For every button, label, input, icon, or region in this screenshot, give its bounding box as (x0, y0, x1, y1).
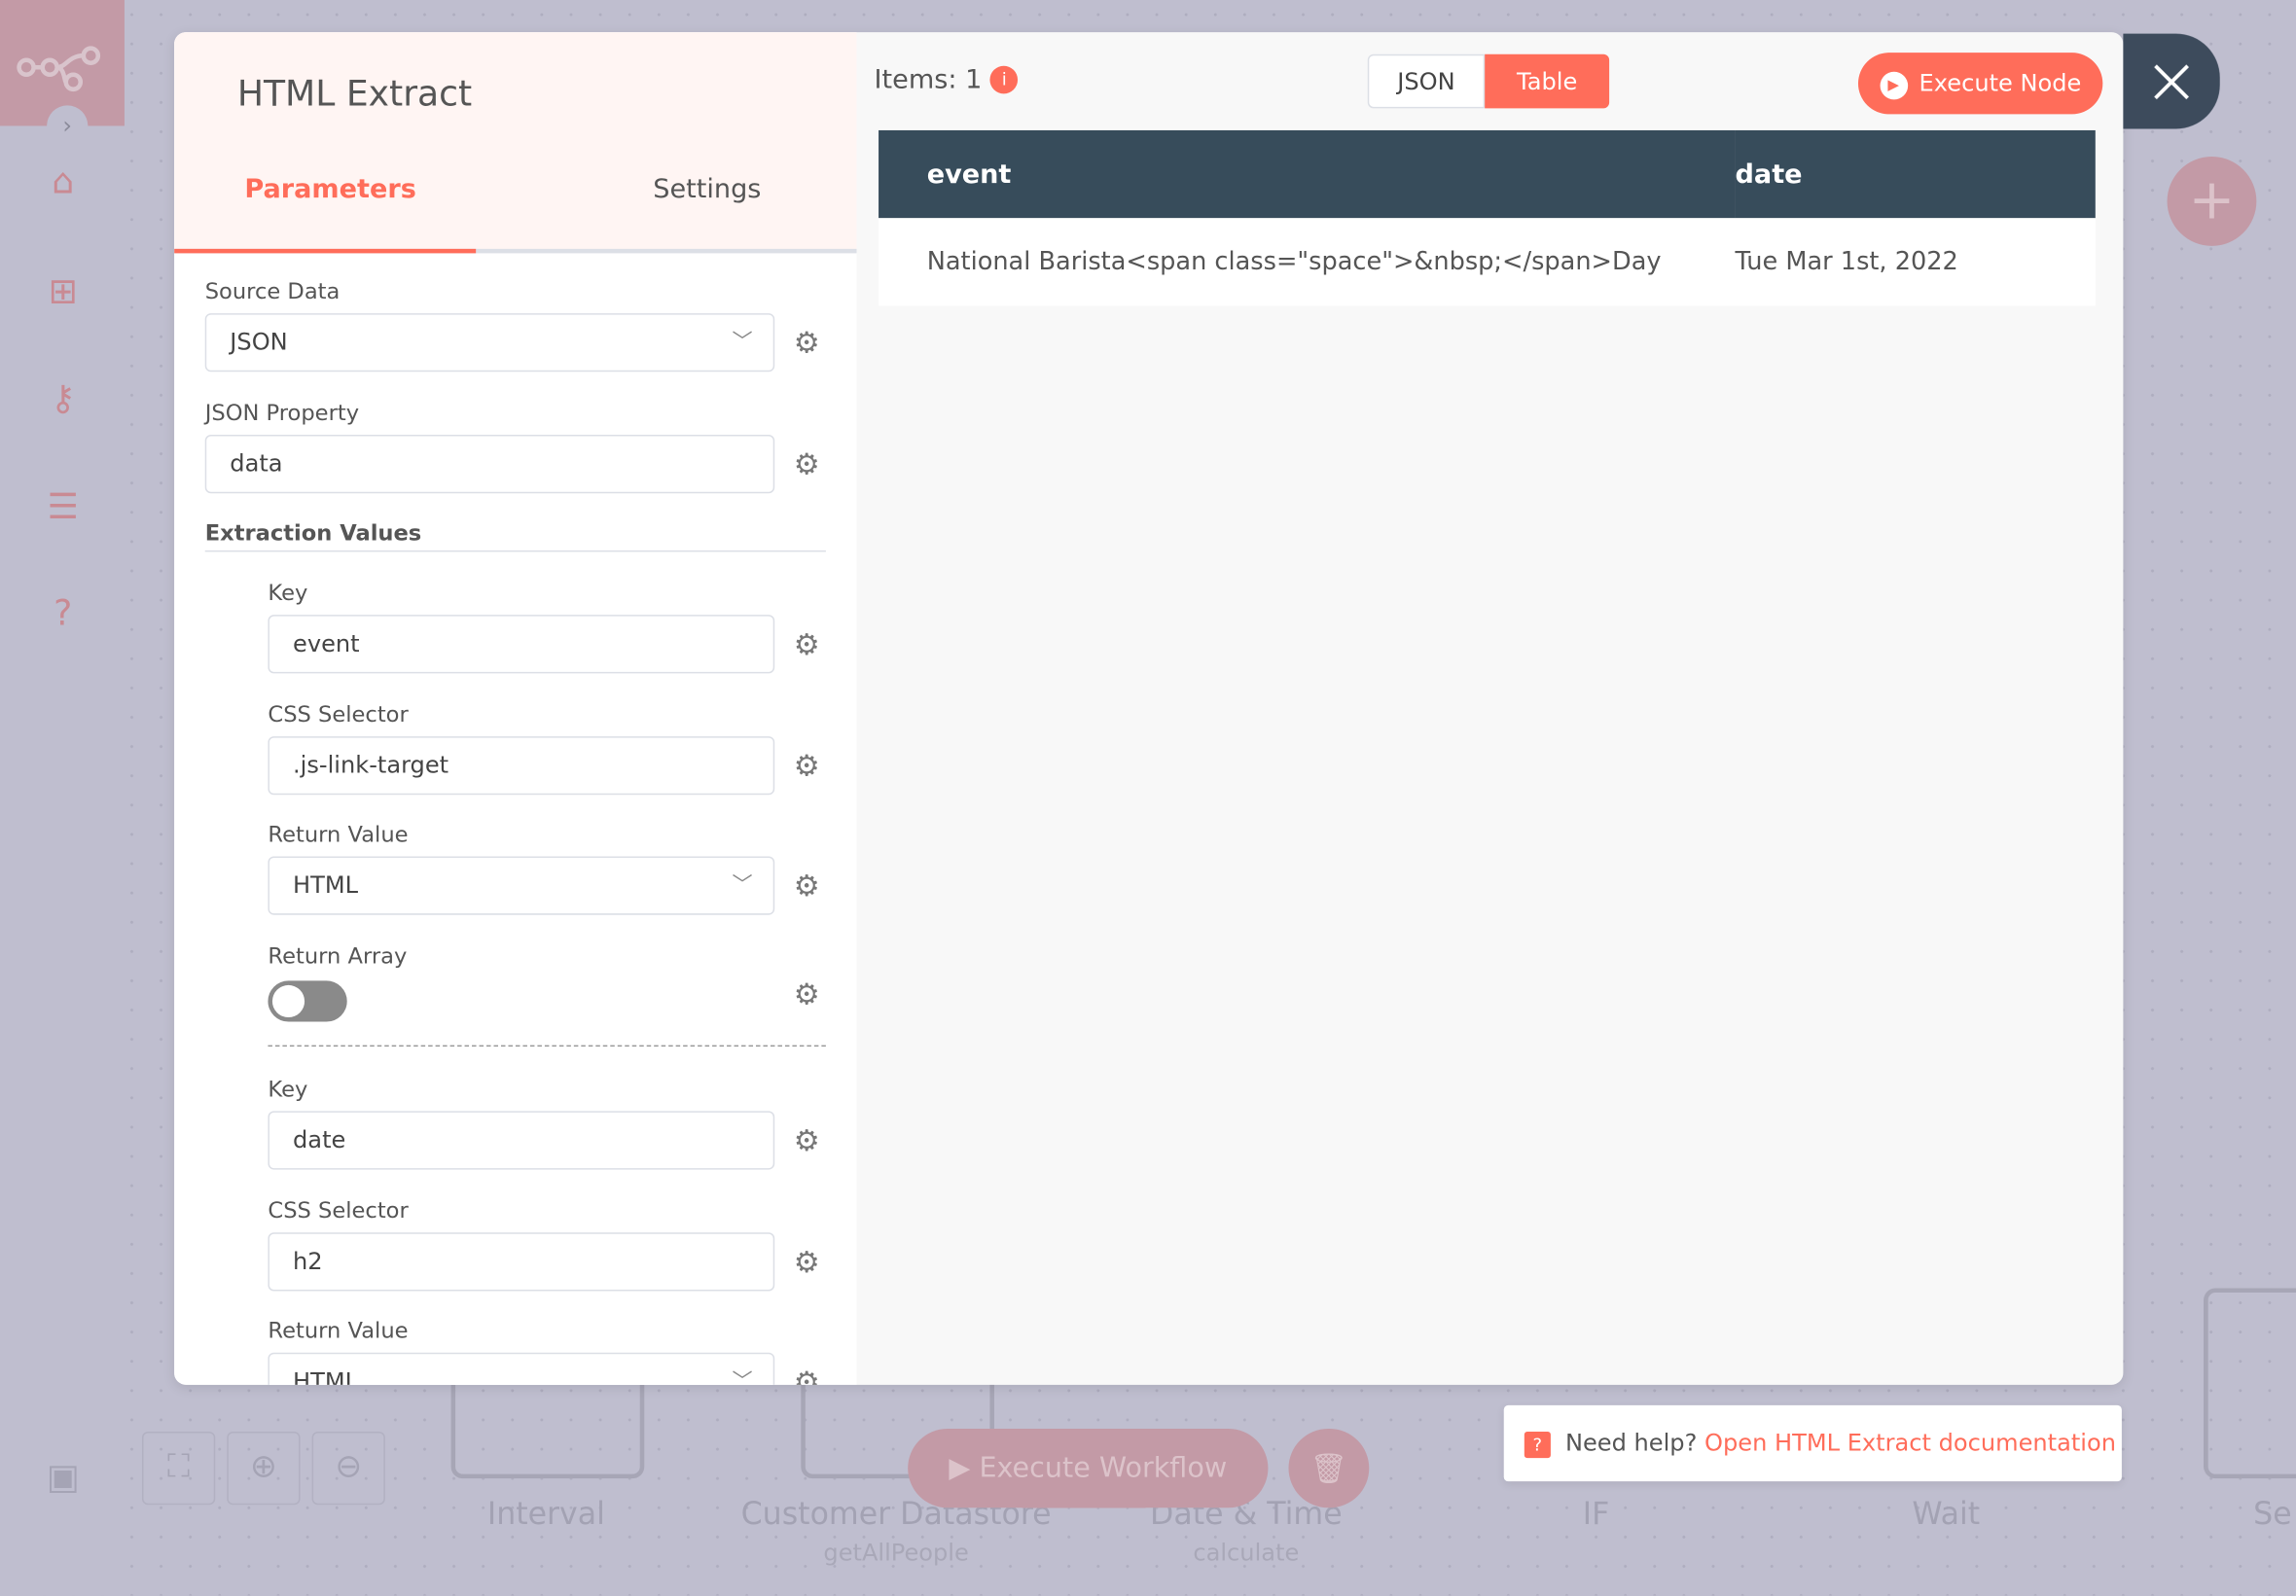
execute-workflow-label: Execute Workflow (979, 1452, 1228, 1485)
key-icon[interactable]: ⚷ (50, 377, 76, 419)
close-icon (2154, 64, 2189, 100)
key-input[interactable]: event (268, 615, 775, 674)
info-icon[interactable]: i (989, 65, 1019, 94)
css-selector-input[interactable]: .js-link-target (268, 736, 775, 796)
node-label: Interval (486, 1496, 605, 1532)
json-property-label: JSON Property (204, 399, 360, 426)
return-value-label: Return Value (268, 821, 409, 848)
sidebar: › ⌂ ⊞ ⚷ ☰ ? ▣ (0, 0, 125, 1596)
return-value-label: Return Value (268, 1317, 409, 1344)
documentation-link[interactable]: Open HTML Extract documentation (1704, 1428, 2116, 1457)
key-label: Key (268, 1076, 308, 1103)
home-icon[interactable]: ⌂ (52, 160, 75, 202)
node-subtitle: getAllPeople (823, 1538, 969, 1567)
table-cell: Tue Mar 1st, 2022 (1735, 247, 1958, 277)
execute-node-label: Execute Node (1919, 68, 2082, 97)
fit-view-button[interactable]: ⛶ (141, 1431, 216, 1506)
column-header: event (926, 159, 1012, 190)
gift-icon[interactable]: ▣ (46, 1456, 80, 1498)
close-button[interactable] (2123, 33, 2220, 129)
tab-settings[interactable]: Settings (653, 174, 762, 205)
table-row: National Barista<span class="space">&nbs… (879, 218, 2096, 306)
gears-icon[interactable]: ⚙ (793, 1122, 820, 1158)
gears-icon[interactable]: ⚙ (793, 975, 820, 1012)
help-box: ? Need help? Open HTML Extract documentat… (1503, 1404, 2122, 1482)
key-input[interactable]: date (268, 1111, 775, 1170)
source-data-select[interactable]: JSON ﹀ (204, 313, 775, 372)
n8n-logo[interactable] (0, 0, 125, 126)
chevron-down-icon: ﹀ (732, 1369, 753, 1385)
gears-icon[interactable]: ⚙ (793, 446, 820, 482)
tab-divider (174, 248, 857, 254)
panel-header (174, 32, 857, 252)
node-label: IF (1582, 1496, 1610, 1532)
css-selector-input[interactable]: h2 (268, 1232, 775, 1292)
list-icon[interactable]: ☰ (47, 485, 79, 527)
table-cell: National Barista<span class="space">&nbs… (926, 247, 1662, 277)
value-divider (268, 1045, 826, 1047)
gears-icon[interactable]: ⚙ (793, 1364, 820, 1385)
node-subtitle: calculate (1193, 1538, 1300, 1567)
source-data-value: JSON (230, 328, 288, 356)
table-header: event date (879, 129, 2096, 219)
return-value: HTML (293, 1366, 359, 1385)
question-icon[interactable]: ? (54, 592, 73, 634)
return-array-label: Return Array (268, 942, 408, 970)
chevron-down-icon: ﹀ (732, 331, 753, 355)
network-icon[interactable]: ⊞ (48, 270, 78, 312)
tab-active-indicator (174, 248, 477, 254)
return-array-toggle[interactable] (268, 980, 347, 1022)
css-selector-label: CSS Selector (268, 1197, 409, 1224)
workflow-node[interactable] (2204, 1288, 2296, 1479)
gears-icon[interactable]: ⚙ (793, 325, 820, 361)
node-label: Se (2253, 1496, 2292, 1532)
view-table-button[interactable]: Table (1485, 53, 1610, 109)
source-data-label: Source Data (204, 277, 341, 305)
chevron-down-icon: ﹀ (732, 873, 753, 898)
zoom-in-button[interactable]: ⊕ (227, 1431, 301, 1506)
node-title[interactable]: HTML Extract (236, 73, 473, 115)
add-node-button[interactable]: + (2167, 157, 2257, 246)
return-value-select[interactable]: HTML ﹀ (268, 1352, 775, 1385)
parameters-panel: HTML Extract Parameters Settings Source … (174, 32, 857, 1385)
node-details-modal: HTML Extract Parameters Settings Source … (174, 32, 2124, 1385)
column-header: date (1735, 159, 1803, 190)
return-value: HTML (293, 870, 359, 900)
gears-icon[interactable]: ⚙ (793, 1244, 820, 1280)
expand-sidebar-button[interactable]: › (47, 105, 89, 147)
node-label: Wait (1912, 1496, 1981, 1532)
json-property-input[interactable]: data (204, 435, 775, 494)
execute-workflow-button[interactable]: ▶ Execute Workflow (908, 1428, 1269, 1508)
view-json-button[interactable]: JSON (1367, 53, 1486, 109)
help-text: Need help? (1564, 1428, 1698, 1457)
extraction-values-title: Extraction Values (204, 519, 422, 547)
execute-node-button[interactable]: ▶ Execute Node (1857, 53, 2103, 115)
delete-workflow-button[interactable]: 🗑 (1288, 1428, 1370, 1508)
play-icon: ▶ (1879, 71, 1908, 100)
items-count-label: Items: 1 (874, 64, 983, 95)
zoom-out-button[interactable]: ⊖ (311, 1431, 385, 1506)
return-value-select[interactable]: HTML ﹀ (268, 856, 775, 915)
gears-icon[interactable]: ⚙ (793, 748, 820, 784)
output-table: event date National Barista<span class="… (879, 129, 2096, 306)
tab-parameters[interactable]: Parameters (244, 174, 416, 205)
section-divider (204, 550, 826, 552)
play-icon: ▶ (949, 1452, 980, 1485)
help-icon: ? (1524, 1431, 1551, 1458)
gears-icon[interactable]: ⚙ (793, 626, 820, 662)
key-label: Key (268, 580, 308, 607)
items-count: Items: 1 i (875, 64, 1019, 95)
gears-icon[interactable]: ⚙ (793, 868, 820, 904)
css-selector-label: CSS Selector (268, 700, 409, 728)
